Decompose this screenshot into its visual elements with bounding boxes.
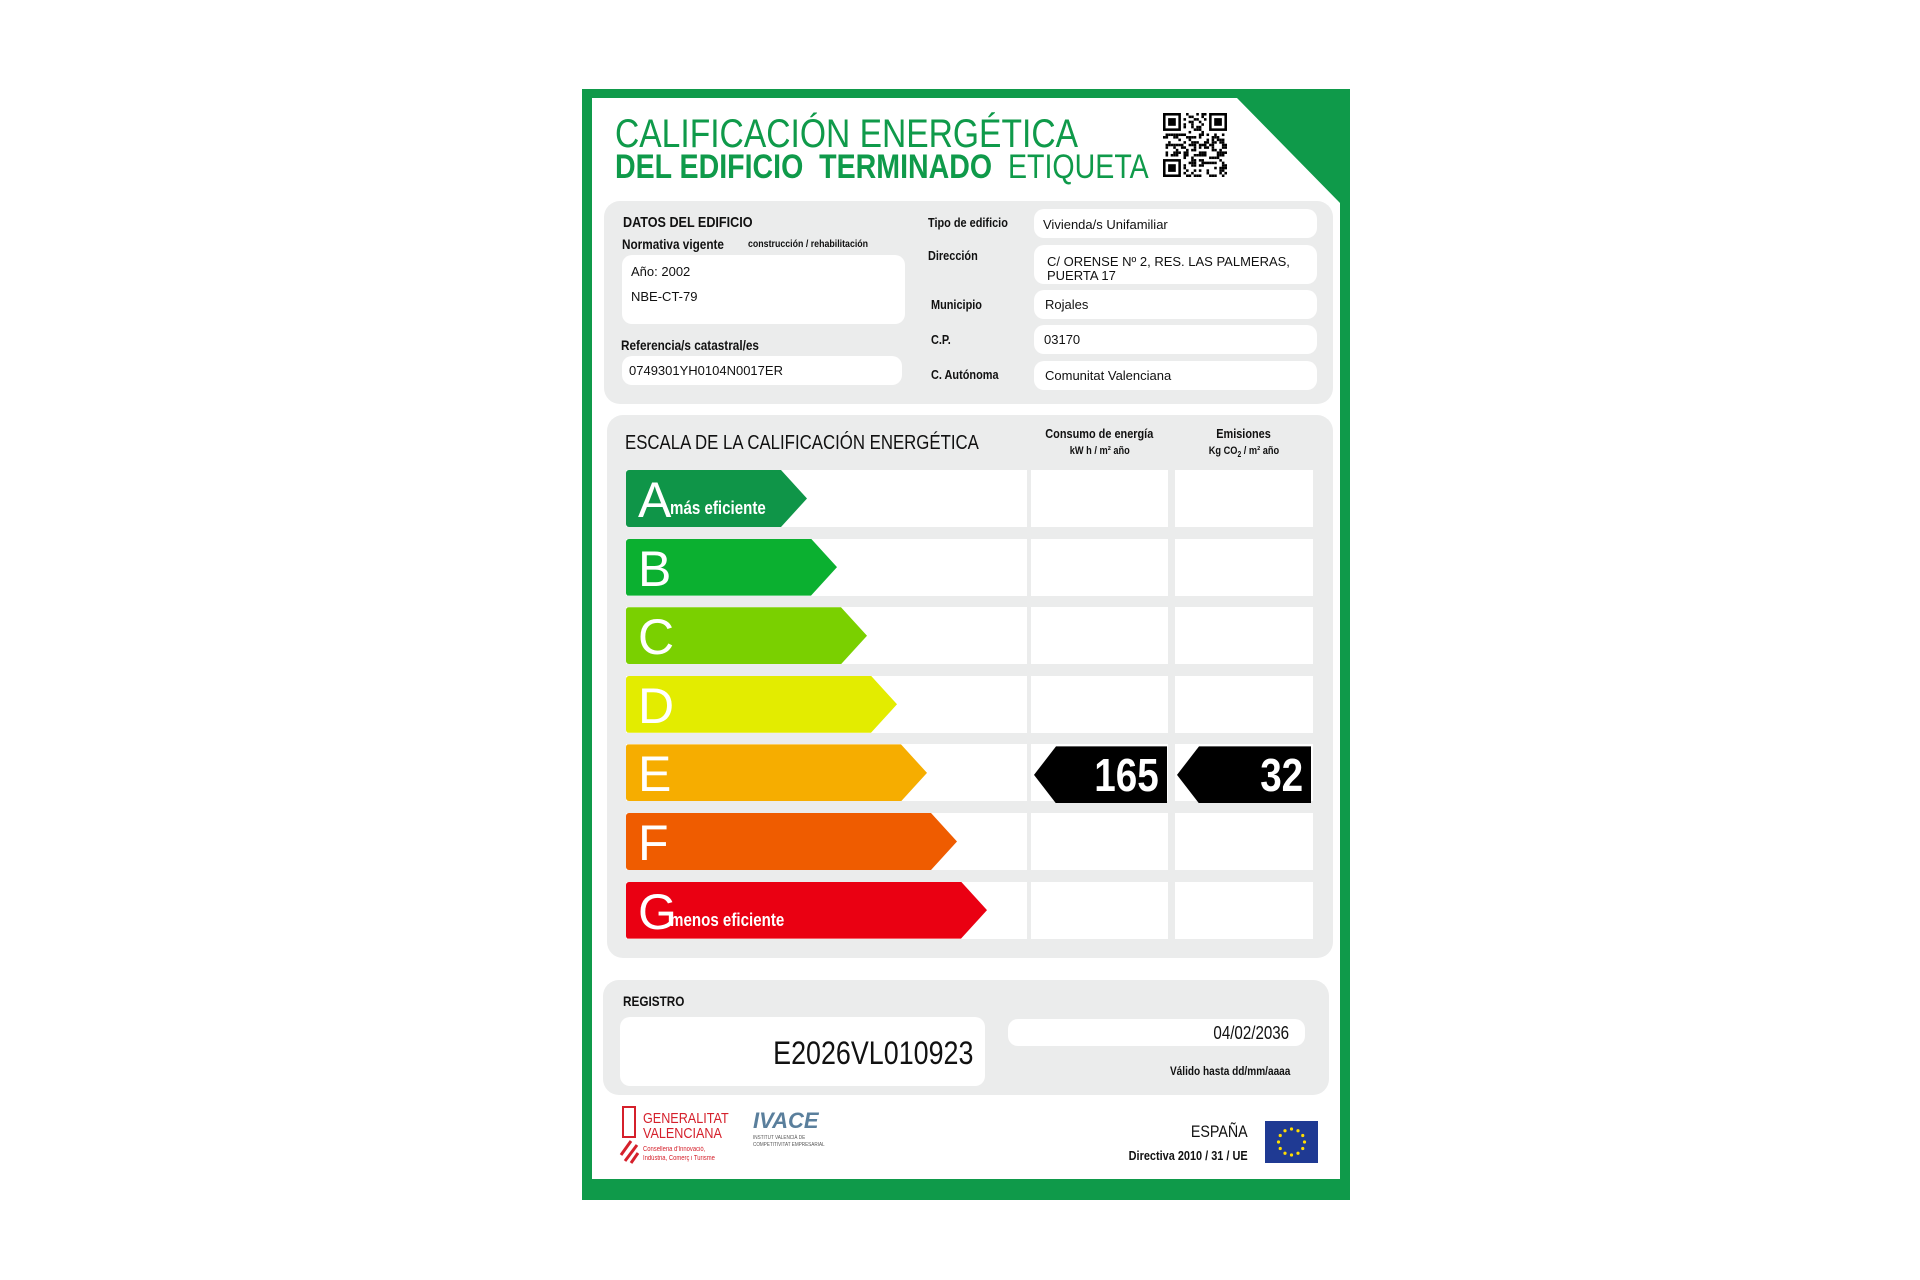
title-bold: DEL EDIFICIO TERMINADO — [615, 148, 993, 186]
normativa-box: Año: 2002 NBE-CT-79 — [622, 255, 905, 324]
country-label: ESPAÑA — [1191, 1122, 1248, 1141]
field-label-tipo: Tipo de edificio — [928, 215, 1008, 230]
valid-until-box: 04/02/2036 — [1008, 1019, 1305, 1046]
registro-number: E2026VL010923 — [772, 1035, 973, 1071]
energy-cell — [1031, 813, 1168, 870]
scale-title: ESCALA DE LA CALIFICACIÓN ENERGÉTICA — [625, 432, 979, 454]
scale-row-b: B — [626, 538, 1027, 596]
energy-rating-indicator: 165 — [1034, 746, 1167, 804]
class-letter: F — [638, 815, 669, 871]
emissions-cell — [1175, 607, 1313, 665]
valid-until-label: Válido hasta dd/mm/aaaa — [1169, 1064, 1290, 1078]
scale-row-g: G menos eficiente — [626, 881, 1027, 939]
class-arrow-g: G menos eficiente — [626, 882, 987, 939]
emissions-rating-indicator: 32 — [1177, 746, 1311, 804]
class-letter: A — [638, 472, 672, 528]
referencia-value: 0749301YH0104N0017ER — [629, 363, 783, 378]
energy-cell — [1031, 607, 1168, 665]
field-value-direccion: C/ ORENSE Nº 2, RES. LAS PALMERAS, — [1047, 254, 1290, 269]
qr-code-icon[interactable] — [1163, 113, 1227, 177]
eu-flag-icon — [1265, 1121, 1318, 1163]
field-value-municipio: Rojales — [1045, 297, 1089, 312]
class-letter: C — [638, 609, 675, 666]
scale-row-d: D — [626, 675, 1027, 733]
field-value-box-autonoma: Comunitat Valenciana — [1034, 361, 1317, 390]
title-line-2: DEL EDIFICIO TERMINADO ETIQUETA — [615, 148, 1250, 186]
energy-cell — [1031, 470, 1168, 527]
building-section-title: DATOS DEL EDIFICIO — [623, 214, 753, 231]
normativa-code: NBE-CT-79 — [631, 289, 698, 304]
emissions-cell — [1175, 470, 1313, 527]
title-etiqueta: ETIQUETA — [1008, 148, 1149, 186]
field-value-box-direccion: C/ ORENSE Nº 2, RES. LAS PALMERAS, PUERT… — [1034, 245, 1317, 284]
emissions-cell — [1175, 675, 1313, 733]
emissions-cell — [1175, 813, 1313, 870]
class-arrow-f: F — [626, 813, 957, 870]
field-value-tipo: Vivienda/s Unifamiliar — [1043, 217, 1168, 232]
scale-row-c: C — [626, 607, 1027, 664]
title-line-1: CALIFICACIÓN ENERGÉTICA — [615, 112, 1079, 156]
class-arrow-d: D — [626, 676, 897, 733]
class-letter: E — [638, 746, 672, 803]
generalitat-crest-icon — [619, 1106, 639, 1164]
referencia-label: Referencia/s catastral/es — [621, 337, 759, 353]
field-value-box-municipio: Rojales — [1034, 290, 1317, 319]
energy-cell — [1031, 538, 1168, 596]
directive-label: Directiva 2010 / 31 / UE — [1129, 1148, 1248, 1163]
field-value-box-cp: 03170 — [1034, 325, 1317, 354]
registro-number-box: E2026VL010923 — [620, 1017, 985, 1086]
emissions-unit: Kg CO2 / m² año — [1208, 445, 1280, 460]
emissions-cell — [1175, 538, 1313, 596]
class-sub-label: menos eficiente — [670, 909, 785, 930]
emissions-header: Emisiones — [1216, 426, 1272, 441]
emissions-cell — [1175, 881, 1313, 939]
field-label-cp: C.P. — [931, 332, 951, 347]
ivace-logo: IVACE INSTITUT VALENCIÀ DE COMPETITIVITAT… — [753, 1108, 825, 1148]
class-arrow-a: A más eficiente — [626, 470, 807, 527]
generalitat-logo: GENERALITAT VALENCIANA Conselleria d'Inno… — [619, 1105, 739, 1167]
energy-header: Consumo de energía — [1045, 426, 1154, 441]
referencia-box: 0749301YH0104N0017ER — [622, 356, 902, 385]
field-label-municipio: Municipio — [931, 297, 982, 312]
field-value-direccion-2: PUERTA 17 — [1047, 268, 1116, 283]
normativa-hint: construcción / rehabilitación — [748, 238, 869, 250]
field-value-autonoma: Comunitat Valenciana — [1045, 368, 1172, 383]
field-label-autonoma: C. Autónoma — [931, 367, 999, 382]
scale-row-f: F — [626, 813, 1027, 870]
valid-until-date: 04/02/2036 — [1213, 1023, 1289, 1043]
class-sub-label: más eficiente — [670, 498, 766, 518]
field-label-direccion: Dirección — [928, 248, 978, 263]
field-value-cp: 03170 — [1044, 332, 1081, 347]
class-letter: G — [638, 883, 677, 940]
energy-cell — [1031, 675, 1168, 733]
scale-row-e: E — [626, 744, 1027, 801]
scale-row-a: A más eficiente — [626, 470, 1027, 527]
class-letter: D — [638, 677, 675, 734]
class-arrow-e: E — [626, 744, 927, 801]
normativa-label: Normativa vigente — [622, 236, 724, 252]
class-letter: B — [638, 540, 672, 597]
class-arrow-c: C — [626, 607, 867, 664]
class-arrow-b: B — [626, 539, 837, 596]
energy-cell — [1031, 881, 1168, 939]
energy-unit: kW h / m² año — [1069, 445, 1130, 457]
registro-label: REGISTRO — [623, 993, 685, 1009]
normativa-year: Año: 2002 — [631, 264, 691, 279]
field-value-box-tipo: Vivienda/s Unifamiliar — [1034, 209, 1317, 238]
